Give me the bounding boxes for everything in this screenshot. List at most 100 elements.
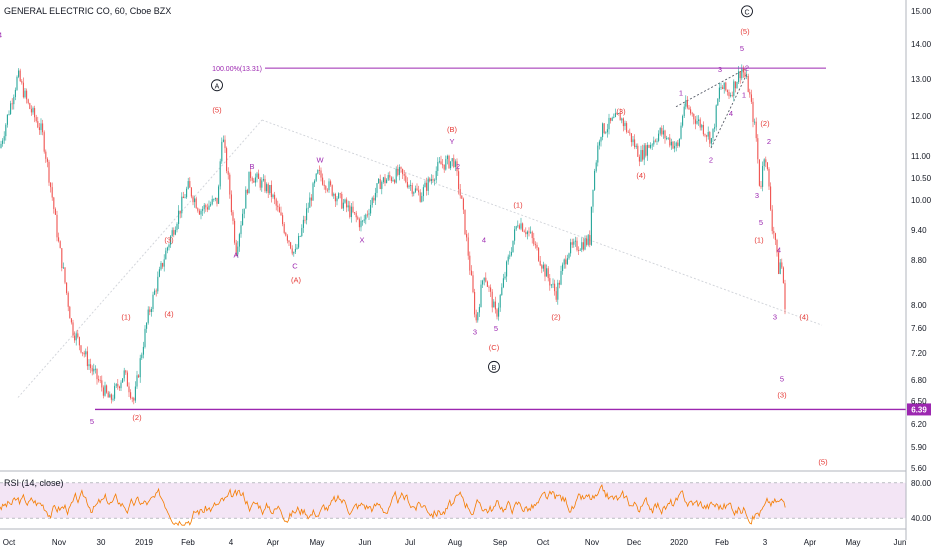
candle-body [203,205,205,210]
candle-body [397,168,399,175]
candle-body [581,242,583,250]
candle-body [166,247,168,251]
candle-body [222,139,224,142]
candle-body [326,189,328,191]
candle-body [525,232,527,235]
candle-body [210,204,212,206]
candle-body [640,150,642,162]
candle-body [147,309,149,323]
rsi-tick-label: 80.00 [911,479,932,488]
wave-label: (4) [799,312,809,321]
candle-body [18,70,20,77]
candle-body [235,242,237,255]
price-tag [907,403,931,416]
candle-body [403,174,405,176]
candle-body [611,117,613,121]
wave-label: A [233,251,238,260]
candle-body [451,158,453,162]
candle-body [400,167,402,169]
candle-body [291,248,293,254]
candle-body [653,140,655,145]
candle-body [459,189,461,196]
wave-label: 2 [709,156,713,165]
candle-body [114,386,116,399]
candle-body [474,292,476,315]
candle-body [307,207,309,209]
candle-body [422,187,424,197]
candle-body [66,282,68,293]
candle-body [333,193,335,196]
candle-body [138,375,140,378]
candle-body [19,70,21,82]
candle-body [512,240,514,252]
candle-body [750,94,752,102]
candle-body [200,210,202,215]
candle-body [184,197,186,199]
wave-label: (3) [164,236,174,245]
candle-body [477,312,479,321]
candle-body [677,142,679,146]
candle-body [669,137,671,146]
x-tick-label: 2019 [135,538,153,547]
candle-body [731,95,733,96]
candle-body [491,291,493,308]
wave-label: W [316,156,324,165]
candle-body [502,278,504,288]
candle-body [771,209,773,232]
x-tick-label: 2020 [670,538,688,547]
fib-level-label: 100.00%(13.31) [212,66,262,73]
candle-body [77,333,79,338]
candle-body [760,185,762,187]
wave-label: 1 [742,91,746,100]
x-tick-label: 30 [97,538,106,547]
y-tick-label: 10.00 [911,196,932,205]
x-tick-label: May [845,538,860,547]
candle-body [352,206,354,213]
candle-body [411,185,413,194]
candle-body [739,71,741,79]
candle-body [398,167,400,175]
candle-body [45,151,47,159]
candle-body [696,120,698,124]
candle-body [213,199,215,200]
candle-body [693,113,695,120]
candle-body [98,379,100,381]
wave-label: 5 [90,417,94,426]
candle-body [286,235,288,241]
candle-body [466,234,468,238]
wave-label: 3 [755,191,759,200]
candle-body [254,177,256,183]
candle-body [238,234,240,247]
candle-body [445,159,447,170]
candle-body [686,100,688,108]
candle-body [253,180,255,183]
y-tick-label: 14.00 [911,40,932,49]
candle-body [117,383,119,387]
candle-body [197,208,199,211]
candle-body [702,125,704,135]
candle-body [315,173,317,181]
candle-body [522,223,524,232]
candle-body [243,208,245,214]
candle-body [595,162,597,171]
candle-body [389,175,391,178]
candle-body [603,123,605,134]
candle-body [85,351,87,355]
candle-body [195,198,197,209]
candle-body [597,145,599,163]
candle-body [758,159,760,186]
candle-body [547,268,549,279]
candle-body [208,205,210,210]
y-tick-label: 6.50 [911,397,927,406]
candle-body [51,187,53,198]
candle-body [318,170,320,171]
candle-body [267,184,269,193]
candle-body [277,205,279,208]
candle-body [782,267,784,284]
candle-body [181,196,183,214]
candle-body [674,146,676,149]
candle-body [770,186,772,210]
rsi-line [0,484,786,527]
wave-label: B [492,365,497,372]
